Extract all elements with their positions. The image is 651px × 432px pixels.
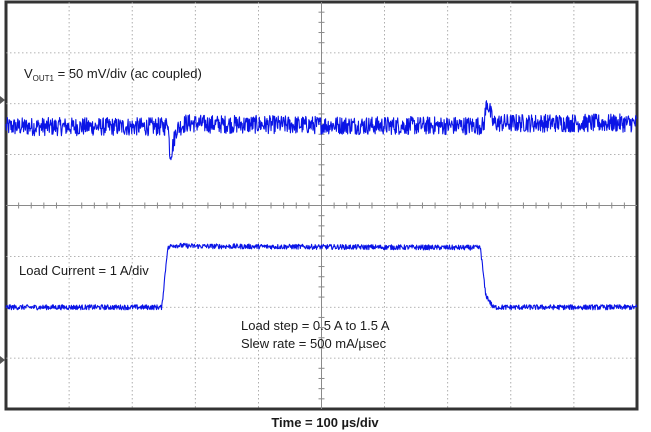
trace-load-current — [5, 242, 638, 311]
series-label-vout1: VOUT1 = 50 mV/div (ac coupled) — [24, 66, 202, 83]
ch2-marker-icon — [0, 356, 5, 364]
traces — [5, 100, 638, 311]
trace-vout1 — [5, 100, 638, 161]
series-label-vout1-subscript: OUT1 — [33, 74, 55, 83]
annotation-load-step: Load step = 0.5 A to 1.5 A — [241, 318, 390, 333]
ch1-marker-icon — [0, 96, 5, 104]
annotation-slew-rate: Slew rate = 500 mA/µsec — [241, 336, 387, 351]
x-axis-label: Time = 100 µs/div — [271, 415, 379, 430]
series-label-load-current: Load Current = 1 A/div — [19, 263, 149, 278]
